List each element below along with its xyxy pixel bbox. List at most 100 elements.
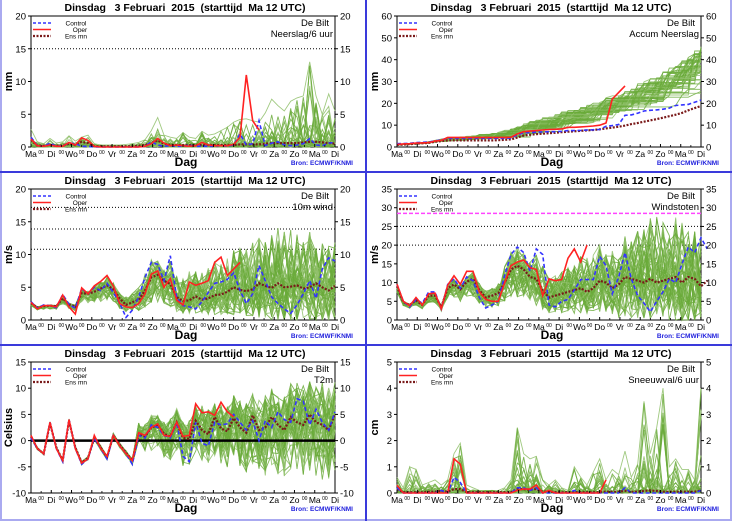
x-minor-tick-label: 00 bbox=[404, 496, 410, 502]
oper-line bbox=[30, 74, 260, 148]
legend-label-oper: Oper bbox=[73, 27, 88, 34]
y-tick-label-right: 5 bbox=[340, 410, 345, 421]
y-tick-label-right: 20 bbox=[706, 241, 717, 252]
x-minor-tick-label: 00 bbox=[445, 323, 451, 329]
location-label: De Bilt bbox=[301, 191, 329, 202]
x-tick-label: Zo bbox=[514, 495, 524, 505]
x-minor-tick-label: 00 bbox=[59, 496, 65, 502]
x-minor-tick-label: 00 bbox=[160, 150, 166, 156]
x-tick-label: Ma bbox=[309, 149, 321, 159]
y-tick-label-left: 1 bbox=[387, 462, 392, 473]
x-axis-label: Dag bbox=[175, 155, 198, 169]
x-tick-label: Di bbox=[47, 149, 55, 159]
x-minor-tick-label: 00 bbox=[485, 323, 491, 329]
panel-separator-vertical bbox=[365, 0, 367, 521]
y-tick-label-left: 5 bbox=[21, 283, 26, 294]
x-tick-label: Zo bbox=[514, 322, 524, 332]
x-minor-tick-label: 00 bbox=[221, 496, 227, 502]
y-tick-label-left: 10 bbox=[381, 278, 392, 289]
x-tick-label: Zo bbox=[656, 149, 666, 159]
location-label: De Bilt bbox=[667, 18, 695, 29]
x-minor-tick-label: 00 bbox=[566, 496, 572, 502]
x-tick-label: Vr bbox=[108, 322, 116, 332]
chart-svg-temperature-2m: Dinsdag 3 Februari 2015 (starttijd Ma 12… bbox=[3, 348, 354, 515]
x-tick-label: Zo bbox=[656, 495, 666, 505]
x-minor-tick-label: 00 bbox=[425, 150, 431, 156]
x-tick-label: Za bbox=[127, 322, 137, 332]
x-minor-tick-label: 00 bbox=[38, 150, 44, 156]
y-tick-label-left: 4 bbox=[387, 384, 392, 395]
y-tick-label-left: 35 bbox=[381, 185, 392, 196]
variable-label: Neerslag/6 uur bbox=[271, 29, 333, 40]
x-tick-label: Wo bbox=[65, 322, 78, 332]
legend-label-ens-mn: Ens mn bbox=[65, 380, 87, 387]
chart-svg-precip-6h: Dinsdag 3 Februari 2015 (starttijd Ma 12… bbox=[3, 2, 353, 169]
x-tick-label: Zo bbox=[148, 149, 158, 159]
y-tick-label-left: 5 bbox=[21, 410, 26, 421]
y-tick-label-right: 0 bbox=[706, 316, 711, 327]
x-tick-label: Za bbox=[493, 149, 503, 159]
x-tick-label: Zo bbox=[514, 149, 524, 159]
location-label: De Bilt bbox=[667, 364, 695, 375]
chart-title: Dinsdag 3 Februari 2015 (starttijd Ma 12… bbox=[65, 2, 306, 14]
x-tick-label: Do bbox=[228, 149, 239, 159]
x-tick-label: Di bbox=[331, 322, 339, 332]
x-minor-tick-label: 00 bbox=[59, 150, 65, 156]
x-minor-tick-label: 00 bbox=[160, 323, 166, 329]
y-axis-label: mm bbox=[3, 72, 15, 92]
x-tick-label: Di bbox=[697, 149, 705, 159]
x-tick-label: Vr bbox=[474, 149, 482, 159]
x-minor-tick-label: 00 bbox=[566, 323, 572, 329]
legend-label-control: Control bbox=[66, 21, 88, 28]
x-minor-tick-label: 00 bbox=[627, 323, 633, 329]
x-minor-tick-label: 00 bbox=[302, 150, 308, 156]
chart-panel-precip-6h: Dinsdag 3 Februari 2015 (starttijd Ma 12… bbox=[0, 0, 366, 173]
y-tick-label-right: 20 bbox=[340, 185, 351, 196]
x-tick-label: Di bbox=[331, 495, 339, 505]
x-tick-label: Di bbox=[555, 322, 563, 332]
x-tick-label: Ma bbox=[309, 495, 321, 505]
x-tick-label: Za bbox=[635, 495, 645, 505]
x-minor-tick-label: 00 bbox=[546, 496, 552, 502]
x-tick-label: Wo bbox=[431, 495, 444, 505]
control-line bbox=[396, 99, 702, 145]
x-minor-tick-label: 00 bbox=[140, 323, 146, 329]
x-tick-label: Do bbox=[594, 495, 605, 505]
x-tick-label: Zo bbox=[290, 495, 300, 505]
x-tick-label: Ma bbox=[167, 149, 179, 159]
x-minor-tick-label: 00 bbox=[200, 496, 206, 502]
chart-svg-wind-gusts: Dinsdag 3 Februari 2015 (starttijd Ma 12… bbox=[369, 175, 719, 342]
y-tick-label-right: 5 bbox=[706, 297, 711, 308]
y-tick-label-right: -5 bbox=[340, 462, 348, 473]
x-minor-tick-label: 00 bbox=[465, 323, 471, 329]
legend-label-control: Control bbox=[432, 21, 454, 28]
x-tick-label: Ma bbox=[25, 322, 37, 332]
x-tick-label: Di bbox=[413, 322, 421, 332]
chart-panel-wind-gusts: Dinsdag 3 Februari 2015 (starttijd Ma 12… bbox=[366, 173, 732, 346]
x-tick-label: Za bbox=[269, 149, 279, 159]
y-tick-label-right: 3 bbox=[706, 410, 711, 421]
x-minor-tick-label: 00 bbox=[79, 496, 85, 502]
chart-title: Dinsdag 3 Februari 2015 (starttijd Ma 12… bbox=[431, 175, 672, 187]
y-axis-label: m/s bbox=[3, 245, 15, 264]
y-tick-label-left: 20 bbox=[15, 12, 26, 23]
x-minor-tick-label: 00 bbox=[241, 150, 247, 156]
y-tick-label-right: 30 bbox=[706, 77, 717, 88]
x-tick-label: Vr bbox=[250, 495, 258, 505]
x-tick-label: Ma bbox=[391, 322, 403, 332]
x-minor-tick-label: 00 bbox=[627, 150, 633, 156]
x-minor-tick-label: 00 bbox=[587, 323, 593, 329]
chart-panel-accum-precip: Dinsdag 3 Februari 2015 (starttijd Ma 12… bbox=[366, 0, 732, 173]
variable-label: 10m wind bbox=[292, 202, 333, 213]
x-tick-label: Do bbox=[86, 322, 97, 332]
x-minor-tick-label: 00 bbox=[425, 323, 431, 329]
y-tick-label-left: 50 bbox=[381, 33, 392, 44]
chart-svg-accum-precip: Dinsdag 3 Februari 2015 (starttijd Ma 12… bbox=[369, 2, 719, 169]
x-tick-label: Ma bbox=[167, 322, 179, 332]
x-axis-label: Dag bbox=[541, 328, 564, 342]
y-tick-label-left: -5 bbox=[18, 462, 26, 473]
ensemble-member-line bbox=[396, 55, 701, 146]
x-minor-tick-label: 00 bbox=[404, 150, 410, 156]
